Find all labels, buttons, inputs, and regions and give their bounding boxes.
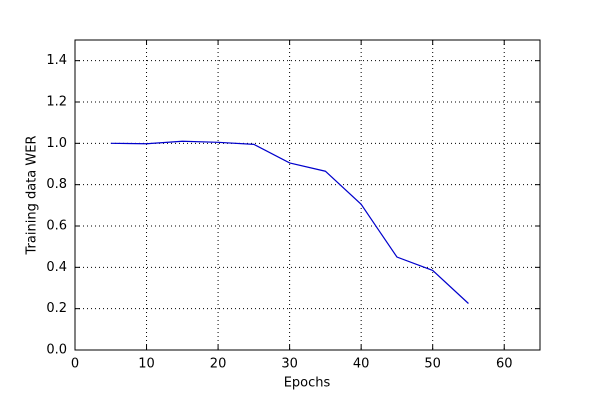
y-tick-label: 0.4 (46, 260, 67, 275)
x-tick-label: 0 (71, 357, 79, 372)
data-line (110, 140, 469, 304)
y-tick-label: 0.8 (46, 177, 67, 192)
y-tick-label: 1.2 (46, 95, 67, 110)
y-tick-label: 1.4 (46, 53, 67, 68)
y-tick-label: 0.6 (46, 219, 67, 234)
y-axis-label: Training data WER (25, 136, 40, 256)
x-tick-label: 50 (424, 357, 441, 372)
y-tick-label: 0.0 (46, 343, 67, 358)
x-axis-label: Epochs (284, 376, 331, 391)
x-tick-label: 30 (281, 357, 298, 372)
plot-frame (74, 39, 541, 351)
x-tick-label: 60 (496, 357, 513, 372)
x-tick-label: 10 (138, 357, 155, 372)
x-tick-label: 20 (210, 357, 227, 372)
y-tick-label: 0.2 (46, 301, 67, 316)
x-tick-label: 40 (353, 357, 370, 372)
y-tick-label: 1.0 (46, 136, 67, 151)
